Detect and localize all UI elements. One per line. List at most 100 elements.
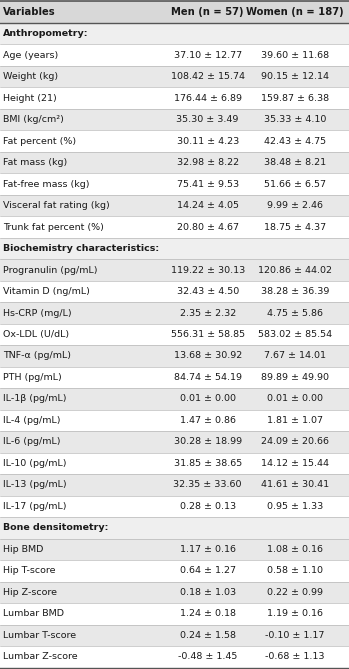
Text: Height (21): Height (21) [3, 94, 57, 102]
Text: Women (n = 187): Women (n = 187) [246, 7, 344, 17]
Text: 2.35 ± 2.32: 2.35 ± 2.32 [179, 308, 236, 318]
Text: IL-4 (pg/mL): IL-4 (pg/mL) [3, 416, 60, 425]
Text: 0.24 ± 1.58: 0.24 ± 1.58 [180, 631, 236, 640]
Bar [0, 625, 349, 646]
Text: 4.75 ± 5.86: 4.75 ± 5.86 [267, 308, 323, 318]
Text: 1.24 ± 0.18: 1.24 ± 0.18 [180, 609, 236, 618]
Bar [0, 1, 349, 23]
Text: Lumbar T-score: Lumbar T-score [3, 631, 76, 640]
Bar [0, 109, 349, 130]
Text: -0.10 ± 1.17: -0.10 ± 1.17 [265, 631, 325, 640]
Bar [0, 88, 349, 109]
Text: IL-17 (pg/mL): IL-17 (pg/mL) [3, 502, 66, 511]
Text: 38.28 ± 36.39: 38.28 ± 36.39 [261, 287, 329, 296]
Text: 39.60 ± 11.68: 39.60 ± 11.68 [261, 51, 329, 60]
Text: 51.66 ± 6.57: 51.66 ± 6.57 [264, 179, 326, 189]
Text: 7.67 ± 14.01: 7.67 ± 14.01 [264, 351, 326, 361]
Text: 1.47 ± 0.86: 1.47 ± 0.86 [180, 416, 236, 425]
Text: 38.48 ± 8.21: 38.48 ± 8.21 [264, 158, 326, 167]
Bar [0, 603, 349, 625]
Text: 1.08 ± 0.16: 1.08 ± 0.16 [267, 545, 323, 554]
Text: Age (years): Age (years) [3, 51, 58, 60]
Text: Trunk fat percent (%): Trunk fat percent (%) [3, 223, 104, 231]
Text: Visceral fat rating (kg): Visceral fat rating (kg) [3, 201, 110, 210]
Bar [0, 646, 349, 668]
Text: 0.64 ± 1.27: 0.64 ± 1.27 [180, 567, 236, 575]
Text: Hip Z-score: Hip Z-score [3, 588, 57, 597]
Text: 41.61 ± 30.41: 41.61 ± 30.41 [261, 480, 329, 490]
Text: Variables: Variables [3, 7, 55, 17]
Text: 108.42 ± 15.74: 108.42 ± 15.74 [171, 72, 245, 81]
Text: 32.43 ± 4.50: 32.43 ± 4.50 [177, 287, 239, 296]
Bar [0, 388, 349, 409]
Bar [0, 367, 349, 388]
Bar [0, 130, 349, 152]
Text: 89.89 ± 49.90: 89.89 ± 49.90 [261, 373, 329, 382]
Text: 42.43 ± 4.75: 42.43 ± 4.75 [264, 136, 326, 146]
Bar [0, 496, 349, 517]
Text: 31.85 ± 38.65: 31.85 ± 38.65 [173, 459, 242, 468]
Text: 35.33 ± 4.10: 35.33 ± 4.10 [264, 115, 326, 124]
Text: 0.58 ± 1.10: 0.58 ± 1.10 [267, 567, 323, 575]
Bar [0, 260, 349, 281]
Text: Fat-free mass (kg): Fat-free mass (kg) [3, 179, 89, 189]
Text: 0.01 ± 0.00: 0.01 ± 0.00 [180, 395, 236, 403]
Text: -0.68 ± 1.13: -0.68 ± 1.13 [265, 652, 325, 662]
Text: IL-10 (pg/mL): IL-10 (pg/mL) [3, 459, 66, 468]
Text: 1.19 ± 0.16: 1.19 ± 0.16 [267, 609, 323, 618]
Text: Weight (kg): Weight (kg) [3, 72, 58, 81]
Text: 32.98 ± 8.22: 32.98 ± 8.22 [177, 158, 239, 167]
Bar [0, 66, 349, 88]
Bar [0, 281, 349, 302]
Text: 32.35 ± 33.60: 32.35 ± 33.60 [173, 480, 242, 490]
Text: Fat percent (%): Fat percent (%) [3, 136, 76, 146]
Text: Ox-LDL (U/dL): Ox-LDL (U/dL) [3, 330, 69, 339]
Text: 30.28 ± 18.99: 30.28 ± 18.99 [173, 438, 242, 446]
Bar [0, 195, 349, 216]
Text: 556.31 ± 58.85: 556.31 ± 58.85 [171, 330, 245, 339]
Text: IL-6 (pg/mL): IL-6 (pg/mL) [3, 438, 60, 446]
Text: Lumbar BMD: Lumbar BMD [3, 609, 64, 618]
Text: 0.18 ± 1.03: 0.18 ± 1.03 [180, 588, 236, 597]
Text: 18.75 ± 4.37: 18.75 ± 4.37 [264, 223, 326, 231]
Text: Fat mass (kg): Fat mass (kg) [3, 158, 67, 167]
Text: 120.86 ± 44.02: 120.86 ± 44.02 [258, 266, 332, 274]
Text: 9.99 ± 2.46: 9.99 ± 2.46 [267, 201, 323, 210]
Bar [0, 173, 349, 195]
Bar [0, 453, 349, 474]
Text: Hip T-score: Hip T-score [3, 567, 55, 575]
Text: Anthropometry:: Anthropometry: [3, 29, 88, 38]
Bar [0, 581, 349, 603]
Text: 84.74 ± 54.19: 84.74 ± 54.19 [174, 373, 242, 382]
Bar [0, 44, 349, 66]
Bar [0, 216, 349, 237]
Text: 0.28 ± 0.13: 0.28 ± 0.13 [180, 502, 236, 511]
Bar [0, 152, 349, 173]
Text: -0.48 ± 1.45: -0.48 ± 1.45 [178, 652, 237, 662]
Text: Lumbar Z-score: Lumbar Z-score [3, 652, 77, 662]
Bar [0, 517, 349, 539]
Text: 0.95 ± 1.33: 0.95 ± 1.33 [267, 502, 323, 511]
Text: 35.30 ± 3.49: 35.30 ± 3.49 [177, 115, 239, 124]
Text: Biochemistry characteristics:: Biochemistry characteristics: [3, 244, 159, 253]
Text: BMI (kg/cm²): BMI (kg/cm²) [3, 115, 64, 124]
Text: 30.11 ± 4.23: 30.11 ± 4.23 [177, 136, 239, 146]
Bar [0, 302, 349, 324]
Bar [0, 345, 349, 367]
Text: 90.15 ± 12.14: 90.15 ± 12.14 [261, 72, 329, 81]
Text: 20.80 ± 4.67: 20.80 ± 4.67 [177, 223, 239, 231]
Text: 14.12 ± 15.44: 14.12 ± 15.44 [261, 459, 329, 468]
Text: IL-1β (pg/mL): IL-1β (pg/mL) [3, 395, 66, 403]
Bar [0, 23, 349, 44]
Bar [0, 409, 349, 432]
Text: 24.09 ± 20.66: 24.09 ± 20.66 [261, 438, 329, 446]
Text: 583.02 ± 85.54: 583.02 ± 85.54 [258, 330, 332, 339]
Text: 0.22 ± 0.99: 0.22 ± 0.99 [267, 588, 323, 597]
Text: 1.17 ± 0.16: 1.17 ± 0.16 [180, 545, 236, 554]
Bar [0, 237, 349, 260]
Text: 75.41 ± 9.53: 75.41 ± 9.53 [177, 179, 239, 189]
Text: IL-13 (pg/mL): IL-13 (pg/mL) [3, 480, 66, 490]
Bar [0, 474, 349, 496]
Text: Hs-CRP (mg/L): Hs-CRP (mg/L) [3, 308, 72, 318]
Text: Vitamin D (ng/mL): Vitamin D (ng/mL) [3, 287, 90, 296]
